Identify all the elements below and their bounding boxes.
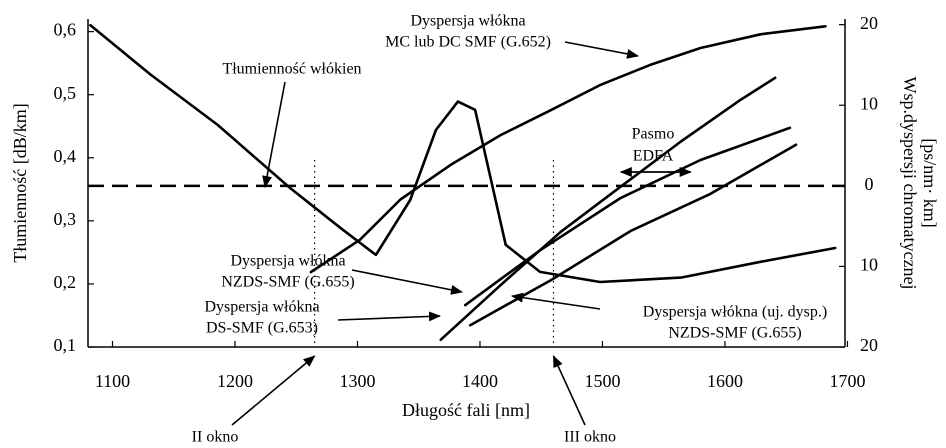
annotation: MC lub DC SMF (G.652) xyxy=(385,34,551,51)
y2-tick-label: 10 xyxy=(860,93,878,113)
y2-axis-label: [ps/nm· km] xyxy=(920,138,940,228)
annotation-arrow xyxy=(262,81,286,188)
y-tick-label: 0,2 xyxy=(54,272,77,292)
x-tick-label: 1100 xyxy=(95,371,130,391)
annotation: Tłumienność włókien xyxy=(222,61,361,78)
annotation-arrow xyxy=(337,311,441,322)
window-label: III okno xyxy=(564,429,616,446)
annotation: NZDS-SMF (G.655) xyxy=(668,325,801,342)
annotation-arrow xyxy=(351,269,463,295)
series-line xyxy=(468,143,798,327)
band-label: EDFA xyxy=(633,148,674,165)
annotations: Dyspersja włókna MC lub DC SMF (G.652) T… xyxy=(192,13,828,446)
y2-tick-label: 10 xyxy=(860,255,878,275)
band-label: Pasmo xyxy=(632,126,675,143)
annotation: DS-SMF (G.653) xyxy=(206,320,318,337)
y-axis-label: Tłumienność [dB/km] xyxy=(10,103,30,262)
x-tick-label: 1200 xyxy=(217,371,253,391)
y-tick-label: 0,5 xyxy=(54,83,77,103)
x-tick-label: 1300 xyxy=(339,371,375,391)
window-label: II okno xyxy=(192,429,239,446)
annotation: Dyspersja włókna (uj. dysp.) xyxy=(643,304,827,321)
series-line xyxy=(89,24,837,284)
series-line xyxy=(439,76,777,341)
x-tick-label: 1700 xyxy=(829,371,865,391)
annotation: Dyspersja włókna xyxy=(230,253,345,270)
annotation: Dyspersja włókna xyxy=(204,299,319,316)
y2-axis-label: Wsp.dyspersji chromatycznej xyxy=(900,77,920,290)
annotation: Dyspersja włókna xyxy=(410,13,525,30)
x-axis-label: Długość fali [nm] xyxy=(402,400,530,420)
window-arrow xyxy=(552,355,586,426)
x-tick-label: 1500 xyxy=(584,371,620,391)
y-tick-label: 0,1 xyxy=(54,335,77,355)
series-line xyxy=(309,25,827,274)
y2-tick-label: 20 xyxy=(860,13,878,33)
y-tick-label: 0,3 xyxy=(54,209,77,229)
y2-tick-label: 20 xyxy=(860,335,878,355)
y-tick-label: 0,4 xyxy=(54,146,77,166)
x-tick-label: 1400 xyxy=(462,371,498,391)
y-tick-label: 0,6 xyxy=(54,20,77,40)
series-line xyxy=(464,126,792,307)
y2-tick-label: 0 xyxy=(865,174,874,194)
annotation-arrow xyxy=(564,41,639,59)
annotation: NZDS-SMF (G.655) xyxy=(221,274,354,291)
x-tick-label: 1600 xyxy=(707,371,743,391)
window-arrow xyxy=(231,355,316,426)
annotation-arrow xyxy=(511,292,601,310)
